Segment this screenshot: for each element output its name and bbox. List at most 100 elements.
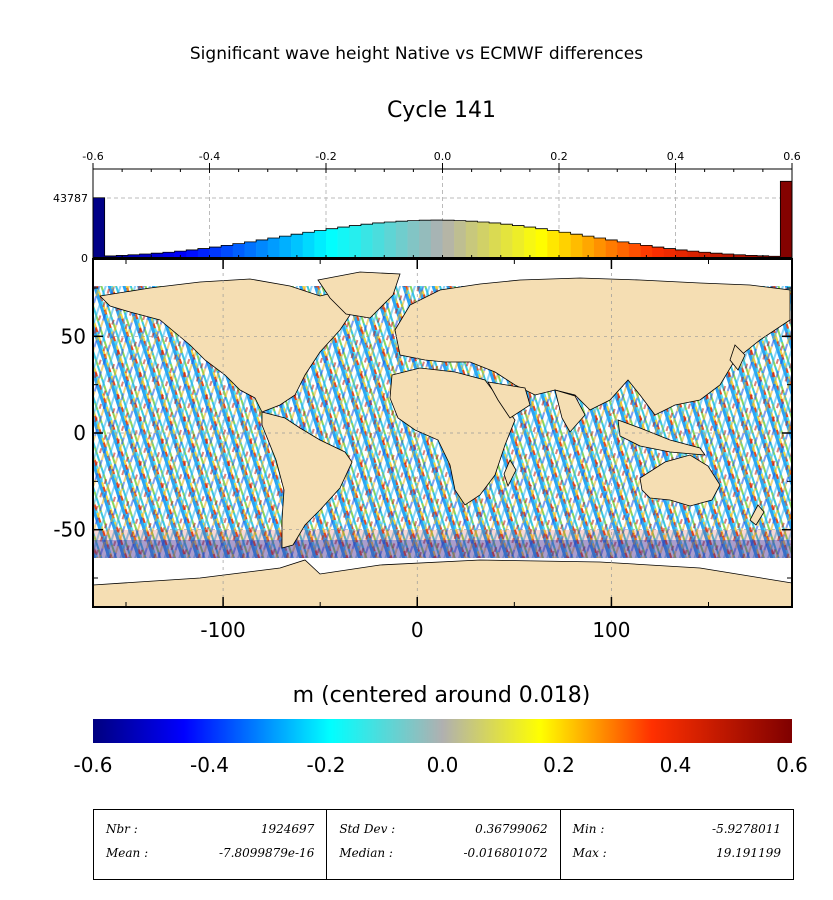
colorbar-axis: -0.6 -0.4 -0.2 0.0 0.2 0.4 0.6 — [73, 719, 808, 777]
map-x-tick-label: -100 — [200, 618, 245, 642]
histogram-bar — [628, 243, 641, 258]
stats-column: Nbr : 1924697 Mean : -7.8099879e-16 — [94, 810, 326, 879]
histogram-bar — [442, 220, 455, 258]
statistics-table: Nbr : 1924697 Mean : -7.8099879e-16 Std Dev … — [93, 809, 794, 880]
colorbar-tick-label: 0.0 — [427, 753, 459, 777]
stat-value: 19.191199 — [716, 846, 781, 860]
land-new-zealand — [749, 504, 765, 526]
map-x-tick-label: 0 — [411, 618, 424, 642]
histogram-bar — [407, 220, 420, 258]
stats-column: Std Dev : 0.36799062 Median : -0.016801072 — [326, 810, 559, 879]
histogram-y-tick-label: 0 — [81, 252, 88, 265]
histogram-bar — [232, 243, 245, 258]
land-madagascar — [503, 459, 517, 488]
world-map — [93, 259, 792, 607]
histogram-bar — [162, 252, 175, 258]
histogram-ticks: -0.6 -0.4 -0.2 0.0 0.2 0.4 0.6 0 43787 — [53, 150, 801, 265]
stat-label: Max : — [572, 846, 607, 860]
stat-value: -7.8099879e-16 — [218, 846, 315, 860]
land-antarctica — [93, 559, 792, 607]
histogram-bar — [127, 254, 140, 258]
histogram-bar — [605, 239, 618, 258]
histogram-bar — [593, 238, 606, 258]
land-arabia — [487, 381, 531, 419]
stat-value: -5.9278011 — [712, 822, 781, 836]
histogram-bar — [279, 236, 292, 258]
histogram-bar — [617, 241, 630, 258]
histogram-bar — [652, 247, 665, 258]
land-indonesia — [617, 419, 706, 456]
colorbar-tick-label: 0.6 — [776, 753, 808, 777]
map-ticks: -100 0 100 50 0 -50 — [53, 259, 792, 642]
histogram-bar — [139, 254, 152, 258]
colorbar-gradient — [93, 719, 792, 743]
stats-row: Nbr : 1924697 — [106, 822, 314, 846]
colorbar-label: m (centered around 0.018) — [292, 683, 591, 708]
colorbar-ticks: -0.6 -0.4 -0.2 0.0 0.2 0.4 0.6 — [73, 753, 807, 777]
histogram-bar — [314, 230, 327, 258]
stats-row: Min : -5.9278011 — [573, 822, 781, 846]
histogram-bar — [465, 221, 478, 258]
histogram-bar — [104, 255, 117, 258]
histogram-bar — [174, 251, 187, 258]
histogram-bar — [93, 197, 105, 258]
histogram-bar — [267, 238, 280, 258]
charts-svg: -0.6 -0.4 -0.2 0.0 0.2 0.4 0.6 0 43787 — [53, 150, 801, 642]
cycle-subtitle: Cycle 141 — [386, 98, 497, 123]
histogram-bar — [477, 221, 490, 258]
histogram-bar — [640, 245, 653, 258]
land-india — [554, 389, 586, 433]
histogram-bar — [512, 225, 525, 258]
histogram-bar — [372, 222, 385, 258]
histogram-bar — [454, 220, 467, 258]
map-grid — [93, 259, 792, 607]
histogram-bar — [722, 254, 735, 258]
histogram-bar — [326, 228, 338, 258]
stat-label: Std Dev : — [339, 822, 396, 836]
stat-label: Nbr : — [106, 822, 138, 836]
histogram-bar — [500, 224, 513, 258]
histogram-x-tick-label: 0.0 — [434, 150, 452, 163]
histogram-bar — [745, 255, 758, 258]
stat-value: 1924697 — [260, 822, 315, 836]
land-africa — [389, 367, 516, 506]
colorbar-tick-label: -0.2 — [306, 753, 345, 777]
map-y-tick-label: 0 — [73, 421, 86, 445]
histogram-bar — [395, 221, 408, 258]
histogram-bar — [559, 232, 571, 258]
map-x-tick-label: 100 — [592, 618, 630, 642]
histogram-bar — [360, 224, 373, 258]
land-masses — [93, 271, 792, 607]
stat-label: Median : — [339, 846, 393, 860]
histogram-bar — [256, 239, 269, 258]
stats-row: Median : -0.016801072 — [339, 846, 547, 870]
histogram-bar — [570, 234, 583, 258]
land-greenland — [317, 271, 401, 319]
histogram-x-tick-label: -0.6 — [82, 150, 103, 163]
histogram-bar — [535, 228, 548, 258]
histogram-x-tick-label: 0.4 — [667, 150, 685, 163]
histogram-bar — [733, 254, 746, 258]
stats-column: Min : -5.9278011 Max : 19.191199 — [559, 810, 793, 879]
histogram-x-tick-label: 0.2 — [550, 150, 568, 163]
histogram-bar — [430, 220, 443, 258]
land-eurasia — [394, 277, 791, 416]
land-south-america — [261, 411, 353, 549]
histogram-bar — [547, 230, 560, 258]
histogram-bar — [151, 253, 164, 258]
histogram-bar — [302, 232, 315, 258]
histogram-bar — [675, 249, 688, 258]
stats-row: Std Dev : 0.36799062 — [339, 822, 547, 846]
histogram-bar — [663, 248, 676, 258]
histogram-y-tick-label: 43787 — [53, 192, 88, 205]
colorbar-tick-label: 0.4 — [660, 753, 692, 777]
chart-title: Significant wave height Native vs ECMWF … — [189, 44, 644, 64]
histogram-outline — [92, 180, 792, 258]
histogram-bar — [349, 225, 362, 258]
histogram-bar — [197, 248, 210, 258]
histogram-bar — [582, 236, 595, 258]
histogram-bar — [524, 227, 536, 258]
histogram-x-tick-label: -0.4 — [199, 150, 220, 163]
colorbar-tick-label: -0.6 — [73, 753, 112, 777]
stat-label: Min : — [572, 822, 605, 836]
